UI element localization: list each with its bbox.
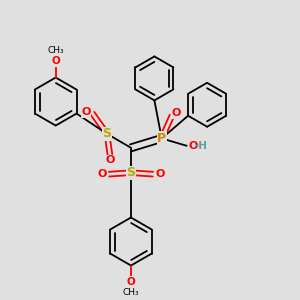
Text: CH₃: CH₃ xyxy=(123,288,139,297)
Text: O: O xyxy=(155,169,165,178)
Text: O: O xyxy=(51,56,60,66)
Text: CH₃: CH₃ xyxy=(47,46,64,55)
Text: S: S xyxy=(127,166,136,179)
Text: O: O xyxy=(188,141,197,151)
Text: P: P xyxy=(157,132,166,145)
Text: S: S xyxy=(103,127,112,140)
Text: O: O xyxy=(81,107,91,117)
Text: O: O xyxy=(105,155,115,165)
Text: O: O xyxy=(127,277,135,287)
Text: O: O xyxy=(172,108,181,118)
Text: O: O xyxy=(97,169,107,178)
Text: -H: -H xyxy=(195,141,208,151)
